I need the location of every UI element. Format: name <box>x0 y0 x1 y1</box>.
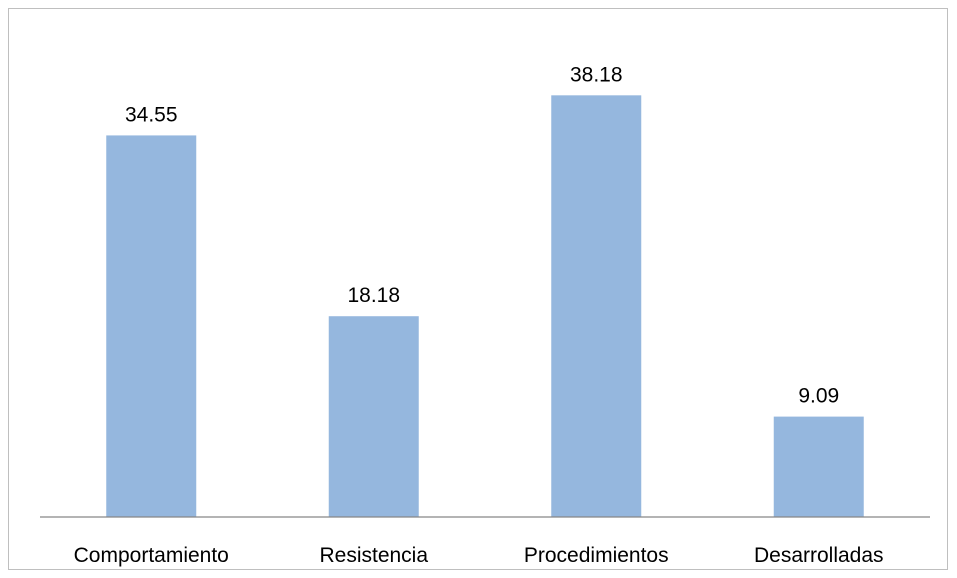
x-tick-label-comportamiento: Comportamiento <box>74 544 229 567</box>
bar-procedimientos <box>551 95 642 517</box>
x-tick-label-desarrolladas: Desarrolladas <box>754 544 884 567</box>
data-label-desarrolladas: 9.09 <box>798 385 839 408</box>
x-tick-label-resistencia: Resistencia <box>319 544 428 567</box>
data-label-resistencia: 18.18 <box>347 284 400 307</box>
x-tick-label-procedimientos: Procedimientos <box>524 544 669 567</box>
data-label-procedimientos: 38.18 <box>570 63 623 86</box>
bar-resistencia <box>328 316 419 517</box>
bar-desarrolladas <box>773 416 864 517</box>
bar-comportamiento <box>106 135 197 518</box>
data-label-comportamiento: 34.55 <box>125 103 178 126</box>
